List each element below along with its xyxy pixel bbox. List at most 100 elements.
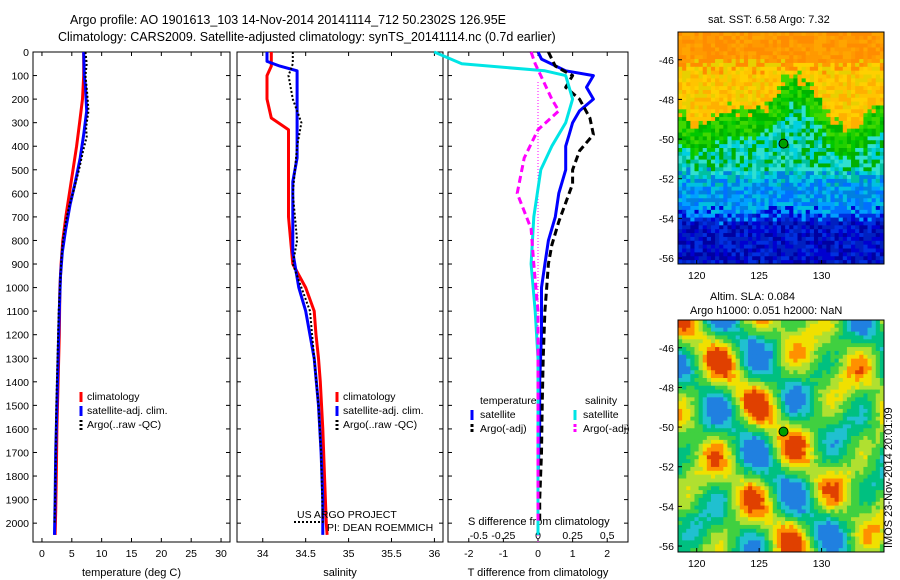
map-cell — [813, 447, 819, 452]
map-cell — [838, 55, 844, 60]
map-cell — [694, 140, 699, 145]
map-cell — [793, 55, 798, 60]
map-cell — [797, 350, 802, 356]
map-cell — [871, 55, 877, 60]
map-cell — [739, 354, 745, 360]
map-cell — [813, 140, 819, 145]
map-cell — [735, 439, 741, 445]
map-cell — [785, 209, 790, 215]
map-cell — [830, 436, 835, 441]
map-cell — [702, 432, 708, 437]
map-cell — [789, 381, 794, 387]
map-cell — [871, 233, 877, 238]
map-cell — [846, 90, 852, 95]
map-cell — [805, 132, 811, 137]
map-cell — [851, 358, 856, 363]
map-cell — [830, 412, 835, 418]
map-cell — [805, 320, 811, 325]
map-cell — [863, 260, 868, 265]
map-cell — [735, 136, 741, 141]
map-cell — [690, 90, 695, 95]
map-cell — [805, 213, 811, 218]
map-cell — [768, 248, 774, 253]
map-cell — [789, 105, 794, 110]
map-cell — [785, 51, 790, 56]
map-cell — [785, 136, 790, 141]
map-cell — [822, 420, 827, 425]
map-cell — [756, 159, 761, 164]
map-cell — [694, 439, 699, 445]
map-cell — [834, 55, 840, 60]
map-cell — [809, 393, 815, 398]
map-cell — [793, 374, 798, 379]
map-cell — [855, 35, 860, 41]
map-cell — [678, 151, 683, 157]
map-cell — [735, 424, 741, 429]
map-cell — [805, 217, 811, 222]
map-cell — [678, 101, 683, 106]
map-cell — [760, 217, 765, 222]
map-cell — [809, 221, 815, 226]
map-cell — [678, 120, 683, 126]
map-cell — [789, 209, 794, 215]
map-cell — [846, 412, 852, 418]
map-cell — [871, 59, 877, 64]
map-cell — [710, 350, 716, 356]
map-cell — [809, 124, 815, 130]
map-cell — [686, 97, 691, 102]
map-cell — [752, 260, 757, 265]
map-cell — [838, 320, 844, 325]
map-cell — [723, 155, 728, 160]
map-cell — [694, 347, 699, 352]
map-cell — [789, 55, 794, 60]
map-cell — [702, 221, 708, 226]
map-cell — [801, 32, 807, 37]
map-cell — [702, 43, 708, 48]
map-cell — [748, 194, 753, 199]
map-cell — [768, 362, 774, 367]
map-cell — [842, 381, 848, 387]
map-cell — [793, 198, 798, 203]
map-cell — [752, 240, 757, 246]
map-cell — [694, 389, 699, 394]
map-cell — [768, 225, 774, 230]
map-cell — [867, 101, 873, 106]
map-cell — [789, 113, 794, 118]
map-cell — [686, 370, 691, 375]
map-cell — [851, 323, 856, 329]
map-cell — [838, 70, 844, 75]
map-cell — [838, 405, 844, 410]
map-cell — [731, 190, 737, 195]
map-cell — [772, 120, 778, 126]
map-cell — [809, 148, 815, 153]
map-cell — [776, 244, 782, 249]
map-cell — [760, 59, 765, 64]
map-cell — [867, 155, 873, 160]
map-cell — [682, 343, 687, 348]
map-cell — [682, 132, 687, 137]
map-cell — [809, 443, 815, 448]
map-cell — [776, 163, 782, 168]
map-cell — [834, 393, 840, 398]
map-cell — [822, 66, 827, 72]
map-cell — [863, 225, 868, 230]
map-cell — [822, 412, 827, 418]
map-cell — [797, 155, 802, 160]
map-cell — [822, 327, 827, 332]
map-cell — [867, 221, 873, 226]
map-cell — [710, 66, 716, 72]
map-cell — [875, 82, 881, 87]
map-cell — [706, 221, 712, 226]
map-cell — [678, 163, 683, 168]
map-cell — [830, 354, 835, 360]
map-cell — [727, 35, 732, 41]
map-cell — [834, 59, 840, 64]
map-cell — [859, 252, 864, 257]
map-cell — [706, 378, 712, 383]
map-cell — [797, 401, 802, 406]
map-cell — [826, 420, 831, 425]
map-cell — [805, 117, 811, 122]
map-cell — [739, 167, 745, 172]
map-cell — [801, 248, 807, 253]
map-cell — [789, 354, 794, 360]
